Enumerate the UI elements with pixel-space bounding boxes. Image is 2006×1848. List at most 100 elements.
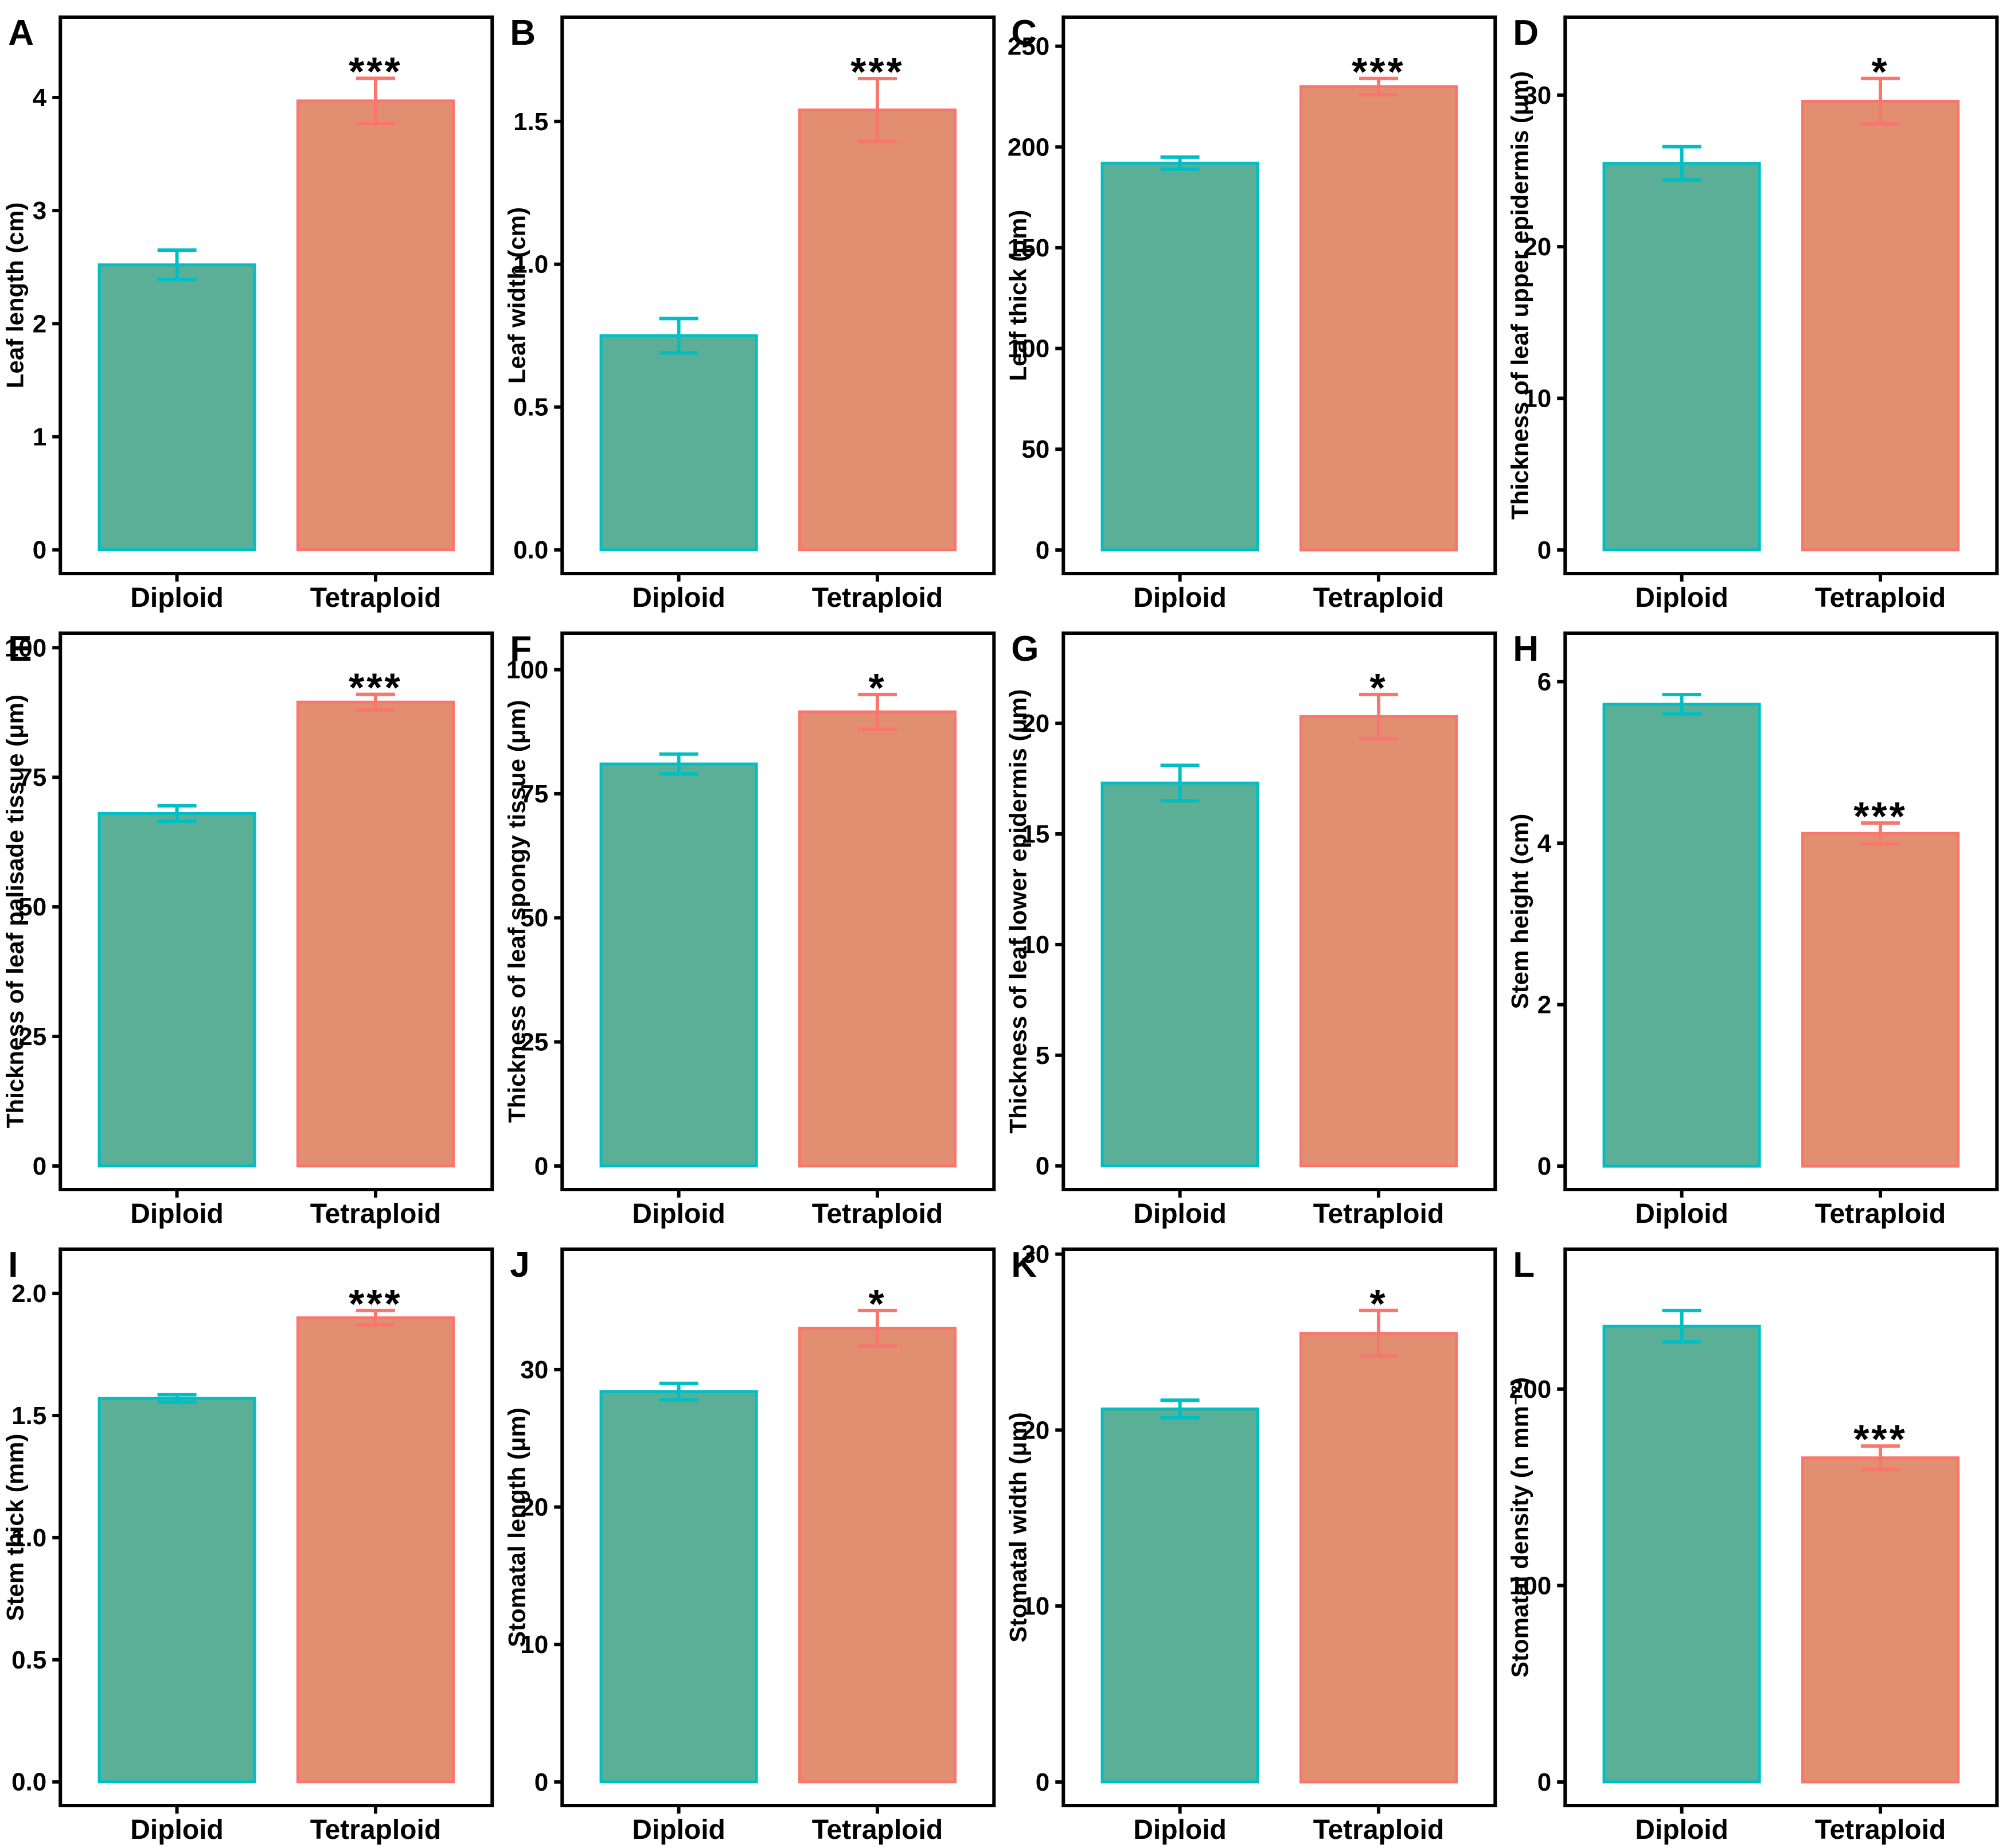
y-tick-label: 30 (1021, 1241, 1049, 1269)
panel-letter: B (510, 13, 536, 53)
x-category-label-diploid: Diploid (632, 1199, 725, 1229)
plot-border (1061, 631, 1497, 1191)
panel-i-chart: *** 0.0 0.5 1.0 1.5 2.0 Diploid Tetraploid Stem … (0, 1232, 502, 1848)
panel-letter: I (8, 1245, 18, 1285)
error-bar-diploid (1160, 1398, 1200, 1420)
bar-tetraploid (296, 1316, 455, 1784)
bar-diploid (97, 263, 256, 552)
y-tick-label: 15 (1021, 820, 1049, 848)
x-category-label-diploid: Diploid (1635, 1199, 1728, 1229)
panel-e: *** 0 25 50 75 100 Diploid Tetraploid Thickness … (0, 616, 502, 1232)
panel-k: * 0 10 20 30 Diploid Tetraploid Stomatal width … (1003, 1232, 1505, 1848)
plot-border (560, 15, 996, 575)
bar-diploid (97, 1397, 256, 1784)
error-bar-diploid (659, 752, 698, 776)
panel-d: * 0 10 20 30 Diploid Tetraploid Thickness of le… (1504, 0, 2006, 616)
y-tick-label: 100 (1008, 335, 1049, 363)
plot-border (560, 631, 996, 1191)
plot-border (1061, 15, 1497, 575)
y-tick-label: 0 (33, 1152, 46, 1180)
y-tick-label: 6 (1537, 668, 1551, 696)
y-tick-label: 10 (520, 1631, 548, 1659)
error-bar-diploid (659, 1381, 698, 1402)
plot-border (58, 15, 494, 575)
panel-c-chart: *** 0 50 100 150 200 250 Diploid Tetraploid Leaf … (1003, 0, 1505, 616)
plot-border (1563, 1247, 1999, 1807)
panel-f-chart: * 0 25 50 75 100 Diploid Tetraploid Thickness of… (501, 616, 1003, 1232)
y-axis-title: Thickness of leaf spongy tissue (μm) (503, 700, 530, 1123)
y-tick-label: 25 (520, 1028, 548, 1056)
x-category-label-diploid: Diploid (1635, 583, 1728, 613)
y-tick-label: 5 (1036, 1042, 1049, 1070)
significance-stars: *** (349, 665, 403, 710)
plot-border (1061, 1247, 1497, 1807)
significance-stars: * (868, 1281, 886, 1326)
error-bar-tetraploid (857, 692, 897, 731)
y-tick-label: 25 (18, 1023, 46, 1051)
x-category-label-tetraploid: Tetraploid (1814, 1815, 1945, 1845)
panel-b: *** 0.0 0.5 1.0 1.5 Diploid Tetraploid Leaf wid… (501, 0, 1004, 616)
bar-diploid (599, 334, 758, 552)
bar-tetraploid (1299, 85, 1458, 552)
panel-letter: C (1011, 13, 1037, 53)
bar-tetraploid (798, 1327, 957, 1784)
panel-letter: A (8, 13, 34, 53)
error-bar-diploid (1160, 763, 1200, 803)
panel-h-chart: *** 0 2 4 6 Diploid Tetraploid Stem height (cm)… (1504, 616, 2006, 1232)
y-tick-label: 1.0 (11, 1524, 46, 1552)
y-tick-label: 0.0 (11, 1768, 46, 1796)
y-tick-label: 0 (1036, 1152, 1049, 1180)
plot-border (560, 1247, 996, 1807)
y-tick-label: 0 (33, 536, 46, 564)
plot-border (1563, 15, 1999, 575)
significance-stars: *** (1853, 1417, 1907, 1461)
bar-tetraploid (1801, 832, 1960, 1168)
x-category-label-diploid: Diploid (632, 583, 725, 613)
bar-diploid (599, 1390, 758, 1784)
error-bar-tetraploid (1860, 821, 1900, 846)
y-axis-title: Thickness of leaf upper epidermis (μm) (1506, 71, 1533, 520)
bar-diploid (1602, 162, 1761, 552)
y-tick-label: 50 (18, 893, 46, 921)
bar-tetraploid (1299, 715, 1458, 1168)
y-tick-label: 200 (1008, 133, 1049, 161)
y-tick-label: 0 (534, 1152, 548, 1180)
x-category-label-tetraploid: Tetraploid (1313, 1199, 1444, 1229)
y-tick-label: 100 (506, 656, 548, 684)
y-axis-title: Leaf thick (μm) (1004, 210, 1031, 381)
y-axis-title: Stomatal density (n mm⁻²) (1506, 1377, 1533, 1678)
panel-f: * 0 25 50 75 100 Diploid Tetraploid Thickness of… (501, 616, 1004, 1232)
significance-stars: *** (349, 1281, 403, 1326)
y-tick-label: 2 (33, 310, 46, 338)
x-category-label-tetraploid: Tetraploid (310, 1815, 441, 1845)
significance-stars: * (1369, 1281, 1387, 1326)
y-axis-title: Thickness of leaf palisade tissue (μm) (1, 695, 28, 1128)
plot-border (1563, 631, 1999, 1191)
plot-border (58, 631, 494, 1191)
significance-stars: * (1369, 665, 1387, 710)
error-bar-diploid (659, 317, 698, 355)
bar-diploid (1602, 1324, 1761, 1784)
error-bar-tetraploid (1860, 1444, 1900, 1472)
x-category-label-diploid: Diploid (130, 1199, 224, 1229)
significance-stars: * (1871, 49, 1889, 94)
y-tick-label: 0 (1537, 1768, 1551, 1796)
error-bar-diploid (1662, 692, 1701, 716)
error-bar-tetraploid (1860, 76, 1900, 126)
y-tick-label: 0.5 (11, 1646, 46, 1674)
bar-diploid (1100, 781, 1259, 1168)
panel-letter: E (8, 629, 32, 669)
panel-b-chart: *** 0.0 0.5 1.0 1.5 Diploid Tetraploid Leaf wid… (501, 0, 1003, 616)
y-axis-title: Leaf width (cm) (503, 207, 530, 384)
x-category-label-tetraploid: Tetraploid (1313, 1815, 1444, 1845)
panel-k-chart: * 0 10 20 30 Diploid Tetraploid Stomatal width … (1003, 1232, 1505, 1848)
y-tick-label: 30 (520, 1356, 548, 1384)
x-category-label-diploid: Diploid (1133, 1199, 1227, 1229)
y-tick-label: 1.5 (513, 108, 548, 136)
panel-g: * 0 5 10 15 20 Diploid Tetraploid Thickness of l… (1003, 616, 1505, 1232)
x-category-label-tetraploid: Tetraploid (1814, 1199, 1945, 1229)
significance-stars: *** (1352, 49, 1406, 94)
bar-diploid (1602, 703, 1761, 1168)
panel-j-chart: * 0 10 20 30 Diploid Tetraploid Stomatal length… (501, 1232, 1003, 1848)
